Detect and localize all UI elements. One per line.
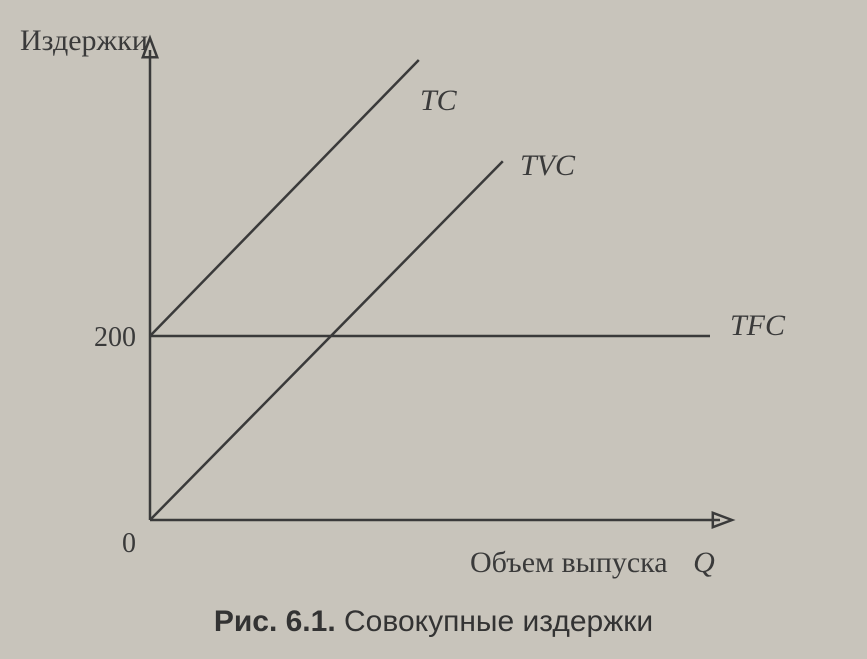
cost-chart: 0 200 Издержки Объем выпуска Q TFC TVC TC (0, 0, 867, 659)
chart-svg: 0 200 Издержки Объем выпуска Q TFC TVC TC (0, 0, 867, 659)
figure-caption: Рис. 6.1. Совокупные издержки (0, 605, 867, 639)
y-axis-title: Издержки (20, 24, 148, 57)
x-axis-title: Объем выпуска Q (470, 546, 715, 579)
series-label-tc: TC (420, 84, 458, 117)
caption-number: Рис. 6.1. (214, 605, 336, 638)
caption-text: Совокупные издержки (344, 605, 653, 638)
y-tick-label: 200 (94, 322, 136, 353)
series-label-tvc: TVC (520, 149, 576, 182)
series-tvc (150, 161, 503, 520)
y-tick-label: 0 (122, 528, 136, 559)
series-label-tfc: TFC (730, 309, 786, 342)
y-tick-labels: 0 200 (94, 322, 136, 559)
series-group (150, 60, 710, 520)
series-tc (150, 60, 419, 336)
series-labels: TFC TVC TC (420, 84, 786, 342)
